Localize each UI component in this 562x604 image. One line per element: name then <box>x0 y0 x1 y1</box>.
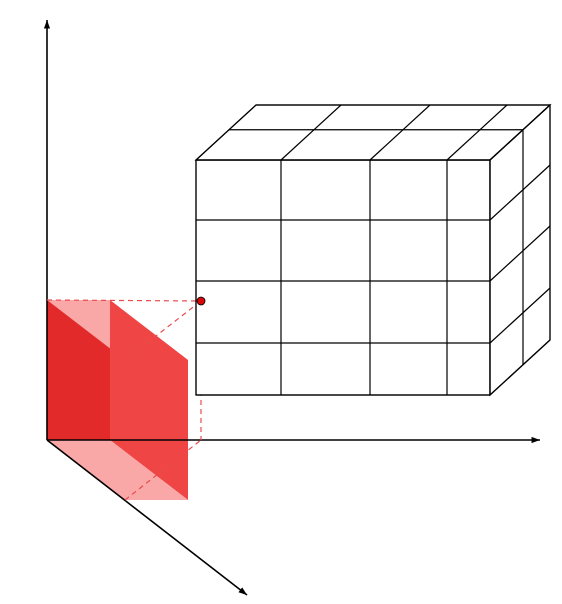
highlight-point <box>197 297 205 305</box>
cube-front-face <box>196 160 490 395</box>
cube-top-face <box>196 105 550 160</box>
diagram-canvas <box>0 0 562 604</box>
grid-cube <box>196 105 550 395</box>
